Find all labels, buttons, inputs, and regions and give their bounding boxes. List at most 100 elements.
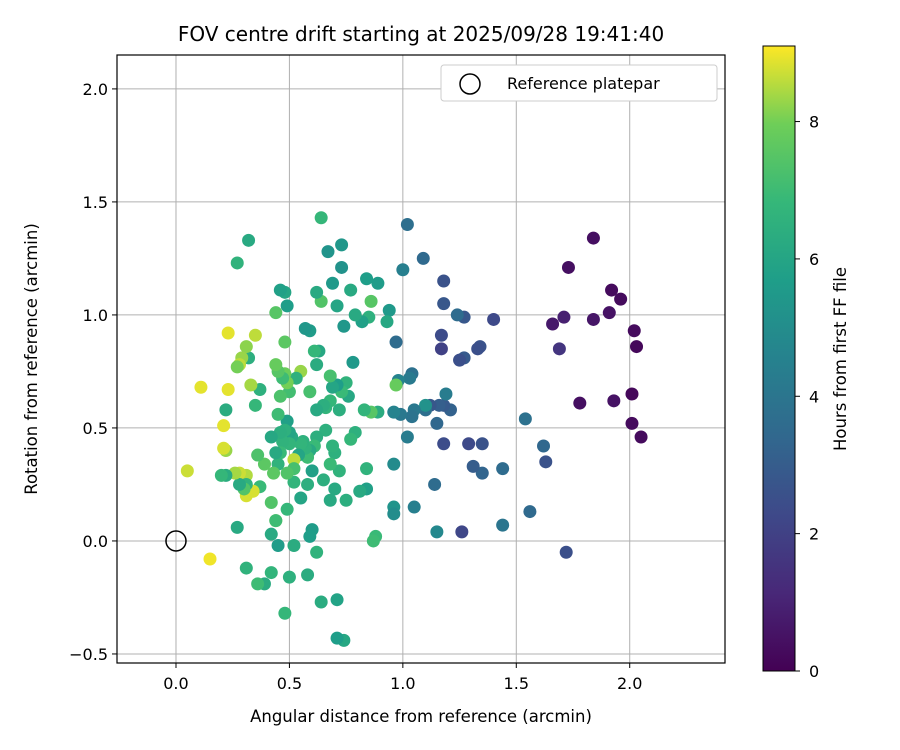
x-tick-label: 1.5 (504, 674, 529, 693)
data-point (248, 398, 262, 412)
data-point (602, 306, 616, 320)
data-point (475, 437, 489, 451)
data-point (360, 272, 374, 286)
data-point (271, 407, 285, 421)
data-point (287, 475, 301, 489)
data-point (326, 380, 340, 394)
data-point (269, 446, 283, 460)
data-point (294, 491, 308, 505)
scatter-points (180, 211, 648, 647)
data-point (323, 457, 337, 471)
data-point (437, 437, 451, 451)
data-point (316, 473, 330, 487)
data-point (561, 260, 575, 274)
data-point (346, 355, 360, 369)
data-point (625, 416, 639, 430)
data-point (194, 380, 208, 394)
y-tick-label: 1.5 (83, 193, 108, 212)
data-point (353, 484, 367, 498)
data-point (239, 340, 253, 354)
data-point (273, 389, 287, 403)
x-axis-label: Angular distance from reference (arcmin) (250, 707, 592, 726)
data-point (303, 529, 317, 543)
data-point (466, 459, 480, 473)
data-point (221, 326, 235, 340)
data-point (287, 538, 301, 552)
data-point (230, 360, 244, 374)
data-point (251, 577, 265, 591)
data-point (357, 403, 371, 417)
data-point (221, 383, 235, 397)
data-point (203, 552, 217, 566)
data-point (332, 403, 346, 417)
data-point (332, 464, 346, 478)
x-axis-ticks: 0.0 0.5 1.0 1.5 2.0 (163, 663, 642, 693)
data-point (217, 441, 231, 455)
data-point (271, 538, 285, 552)
colorbar-ticks: 0 2 4 6 8 (795, 113, 819, 681)
colorbar (762, 45, 796, 672)
data-point (437, 297, 451, 311)
data-point (298, 321, 312, 335)
chart-title: FOV centre drift starting at 2025/09/28 … (178, 22, 664, 46)
data-point (487, 312, 501, 326)
data-point (264, 566, 278, 580)
data-point (405, 410, 419, 424)
data-point (387, 457, 401, 471)
x-tick-label: 1.0 (390, 674, 415, 693)
data-point (389, 335, 403, 349)
data-point (323, 369, 337, 383)
data-point (330, 299, 344, 313)
data-point (428, 477, 442, 491)
data-point (269, 306, 283, 320)
data-point (219, 403, 233, 417)
data-point (303, 385, 317, 399)
data-point (419, 398, 433, 412)
data-point (335, 238, 349, 252)
plot-frame (116, 54, 726, 664)
data-point (230, 520, 244, 534)
data-point (557, 310, 571, 324)
colorbar-tick-label: 2 (809, 525, 819, 544)
data-point (269, 358, 283, 372)
data-point (323, 493, 337, 507)
data-point (326, 276, 340, 290)
data-point (214, 468, 228, 482)
data-point (539, 455, 553, 469)
data-point (450, 308, 464, 322)
data-point (301, 477, 315, 491)
data-point (301, 568, 315, 582)
data-point (400, 218, 414, 232)
data-point (380, 315, 394, 329)
data-point (233, 477, 247, 491)
data-point (364, 294, 378, 308)
data-point (273, 283, 287, 297)
data-point (403, 371, 417, 385)
data-point (264, 496, 278, 510)
data-point (344, 283, 358, 297)
colorbar-tick-label: 8 (809, 113, 819, 132)
data-point (330, 593, 344, 607)
data-point (439, 387, 453, 401)
data-point (518, 412, 532, 426)
data-point (614, 292, 628, 306)
data-point (321, 245, 335, 259)
data-point (605, 283, 619, 297)
data-point (310, 285, 324, 299)
data-point (607, 394, 621, 408)
data-point (546, 317, 560, 331)
data-point (416, 251, 430, 265)
data-point (251, 448, 265, 462)
data-point (559, 545, 573, 559)
data-point (310, 545, 324, 559)
data-point (239, 561, 253, 575)
y-axis-ticks: −0.5 0.0 0.5 1.0 1.5 2.0 (69, 80, 117, 664)
data-point (310, 403, 324, 417)
data-point (432, 398, 446, 412)
data-point (217, 419, 231, 433)
data-point (269, 514, 283, 528)
data-point (434, 342, 448, 356)
data-point (430, 416, 444, 430)
data-point (330, 631, 344, 645)
data-point (625, 387, 639, 401)
